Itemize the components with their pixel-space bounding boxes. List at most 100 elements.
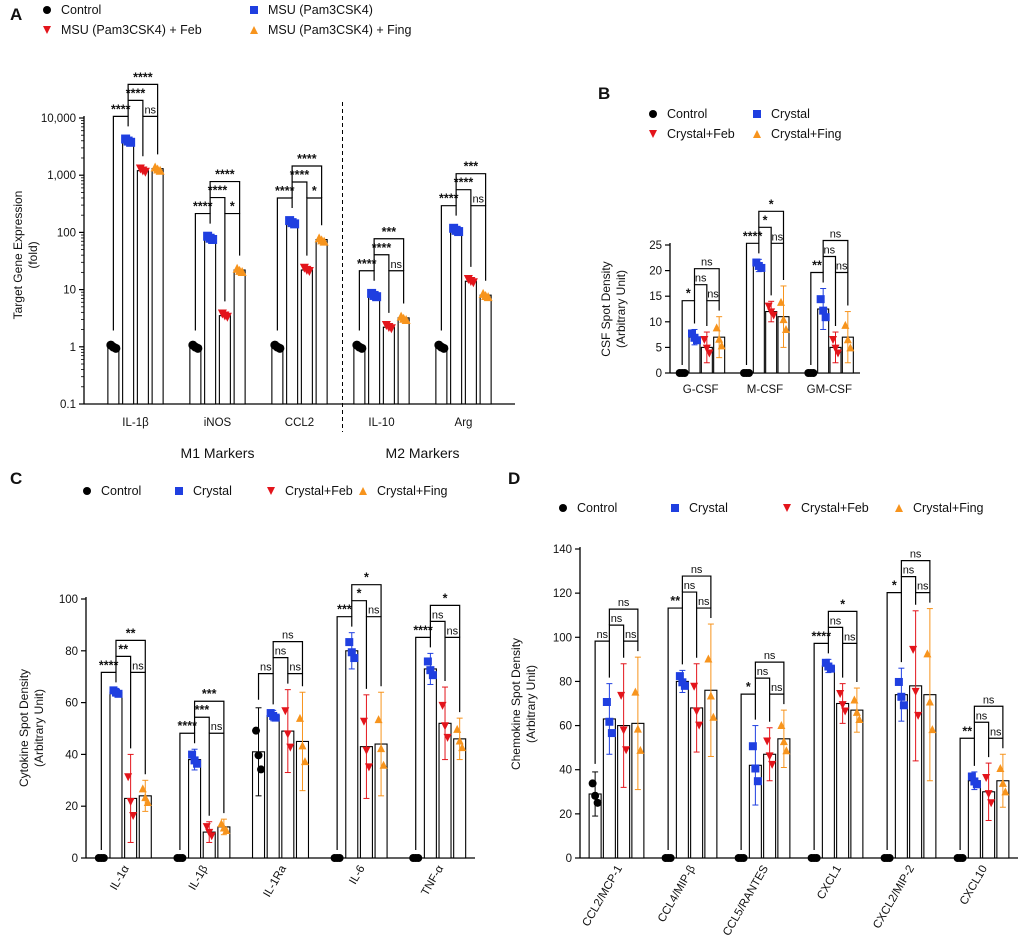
significance-label: **** bbox=[372, 241, 392, 255]
legend-label: Crystal+Fing bbox=[771, 127, 842, 141]
x-tick-label: TNF-α bbox=[419, 863, 446, 898]
significance-label: ** bbox=[670, 594, 680, 608]
data-point bbox=[883, 854, 892, 862]
data-point bbox=[202, 823, 211, 832]
bar bbox=[821, 665, 835, 859]
bar bbox=[382, 326, 395, 405]
data-point bbox=[829, 336, 837, 345]
data-point bbox=[617, 691, 626, 700]
data-point bbox=[692, 707, 701, 716]
significance-label: **** bbox=[193, 200, 213, 214]
data-point bbox=[364, 763, 373, 772]
data-point bbox=[272, 342, 282, 352]
significance-bracket bbox=[291, 181, 308, 198]
significance-bracket bbox=[112, 115, 129, 331]
y-tick-label: 40 bbox=[65, 749, 78, 761]
significance-bracket bbox=[224, 212, 241, 302]
data-point bbox=[700, 336, 709, 345]
significance-label: **** bbox=[357, 257, 377, 271]
data-point bbox=[188, 750, 197, 759]
data-point bbox=[824, 662, 833, 671]
data-point bbox=[819, 306, 828, 315]
data-point bbox=[923, 649, 932, 658]
significance-label: * bbox=[686, 287, 691, 301]
significance-label: *** bbox=[382, 225, 397, 239]
y-axis-label-line2: (Arbitrary Unit) bbox=[614, 270, 628, 348]
significance-bracket bbox=[358, 270, 375, 331]
data-point bbox=[126, 797, 135, 806]
bar bbox=[233, 269, 246, 405]
data-point bbox=[852, 707, 861, 716]
significance-bracket bbox=[272, 641, 304, 674]
data-point bbox=[205, 828, 214, 837]
data-point bbox=[108, 342, 118, 352]
data-point bbox=[779, 315, 788, 324]
data-point bbox=[850, 695, 859, 704]
significance-label: ** bbox=[118, 642, 128, 656]
significance-label: * bbox=[312, 184, 317, 198]
y-tick-label: 5 bbox=[656, 342, 662, 354]
data-point bbox=[374, 715, 383, 724]
y-tick-label: 1 bbox=[70, 342, 76, 354]
panel-label: A bbox=[10, 5, 22, 24]
significance-label: ns bbox=[771, 682, 783, 694]
significance-label: ns bbox=[764, 650, 776, 662]
significance-bracket bbox=[142, 115, 159, 157]
legend-marker bbox=[559, 504, 567, 512]
significance-bracket bbox=[444, 636, 461, 713]
significance-label: **** bbox=[133, 70, 153, 84]
y-tick-label: 20 bbox=[649, 266, 662, 278]
significance-bracket bbox=[900, 575, 917, 593]
data-point bbox=[956, 854, 965, 862]
y-tick-label: 10 bbox=[649, 317, 662, 329]
data-point bbox=[298, 741, 307, 750]
bar bbox=[967, 780, 981, 859]
data-point bbox=[257, 765, 266, 774]
significance-bracket bbox=[429, 620, 446, 638]
y-axis-label: Target Gene Expression(fold) bbox=[11, 191, 40, 320]
data-point bbox=[777, 721, 786, 730]
significance-label: ns bbox=[144, 104, 156, 116]
bar bbox=[189, 346, 202, 405]
data-point bbox=[841, 707, 850, 716]
data-point bbox=[451, 225, 461, 235]
x-tick-label: IL-1β bbox=[122, 417, 149, 429]
group-label: M1 Markers bbox=[181, 445, 255, 461]
significance-bracket bbox=[291, 165, 323, 198]
data-point bbox=[295, 713, 304, 722]
data-point bbox=[914, 711, 923, 720]
legend-marker bbox=[649, 130, 657, 138]
data-point bbox=[347, 648, 356, 657]
x-tick-label: IL-10 bbox=[368, 417, 394, 429]
bar bbox=[218, 315, 231, 405]
bar bbox=[109, 691, 123, 859]
data-point bbox=[984, 790, 993, 799]
data-point bbox=[754, 261, 763, 270]
data-point bbox=[767, 308, 776, 317]
data-point bbox=[821, 313, 830, 322]
bar bbox=[836, 702, 850, 859]
significance-label: **** bbox=[99, 658, 119, 672]
significance-bracket bbox=[834, 271, 849, 327]
data-point bbox=[481, 290, 491, 300]
data-point bbox=[702, 344, 711, 353]
data-point bbox=[753, 777, 762, 786]
data-point bbox=[831, 344, 840, 353]
y-axis-label: Chemokine Spot Density(Arbitrary Unit) bbox=[509, 638, 538, 770]
data-point bbox=[806, 369, 815, 377]
panel-label: D bbox=[508, 469, 520, 488]
significance-label: **** bbox=[275, 184, 295, 198]
legend-marker bbox=[250, 6, 258, 14]
significance-bracket bbox=[100, 671, 117, 850]
significance-label: ** bbox=[126, 626, 136, 640]
data-point bbox=[605, 717, 614, 726]
significance-label: ns bbox=[596, 629, 608, 641]
data-point bbox=[631, 687, 640, 696]
significance-label: ns bbox=[830, 615, 842, 627]
significance-bracket bbox=[959, 737, 975, 850]
legend-label: Crystal+Fing bbox=[913, 501, 984, 515]
x-tick-label: IL-6 bbox=[347, 864, 367, 887]
data-point bbox=[455, 736, 464, 745]
data-point bbox=[846, 343, 855, 352]
significance-label: ns bbox=[472, 194, 484, 206]
